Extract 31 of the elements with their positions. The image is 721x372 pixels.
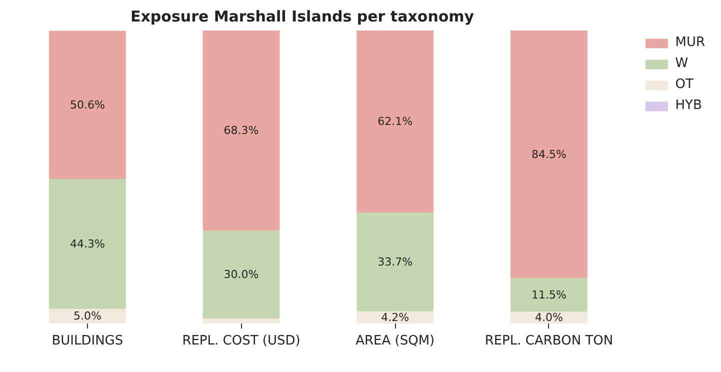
bar xyxy=(48,30,126,180)
data-label: 4.2% xyxy=(381,310,410,324)
data-label: 4.0% xyxy=(534,311,563,324)
x-tick-label: AREA (SQM) xyxy=(356,334,435,348)
legend-label: MUR xyxy=(675,35,705,50)
data-label: 62.1% xyxy=(378,114,413,128)
bar xyxy=(48,179,126,309)
data-label: 68.3% xyxy=(224,124,259,138)
data-label: 50.6% xyxy=(70,98,105,112)
data-label: 84.5% xyxy=(531,148,566,161)
legend-label: OT xyxy=(675,77,694,92)
bar xyxy=(202,318,280,324)
x-tick-label: BUILDINGS xyxy=(52,334,124,348)
x-tick-label: REPL. COST (USD) xyxy=(182,334,300,348)
bar xyxy=(202,230,280,319)
bar xyxy=(48,308,126,324)
data-label: 5.0% xyxy=(73,310,102,323)
data-label: 44.3% xyxy=(70,237,105,250)
bar xyxy=(356,30,434,212)
data-label: 33.7% xyxy=(378,255,413,268)
data-label: 30.0% xyxy=(224,268,259,282)
legend-label: W xyxy=(675,56,690,71)
x-tick-label: REPL. CARBON TON xyxy=(484,334,614,348)
bar xyxy=(510,278,588,312)
bar xyxy=(202,30,280,231)
bar xyxy=(510,30,588,278)
legend-label: HYB xyxy=(675,98,702,113)
data-label: 11.5% xyxy=(531,288,566,302)
chart-title: Exposure Marshall Islands per taxonomy xyxy=(130,8,474,26)
bar xyxy=(356,311,434,324)
bar xyxy=(356,212,434,312)
